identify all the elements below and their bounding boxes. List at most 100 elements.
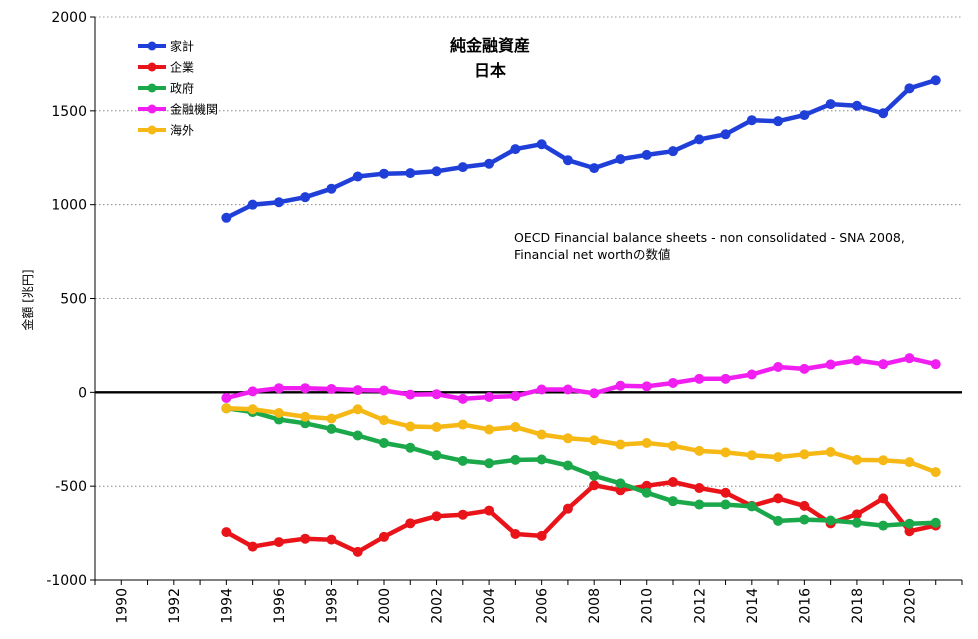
- data-point: [536, 454, 547, 465]
- data-point: [851, 355, 862, 366]
- data-point: [851, 100, 862, 111]
- data-point: [930, 467, 941, 478]
- legend-item: 家計: [138, 39, 194, 54]
- data-point: [457, 455, 468, 466]
- legend-item: 企業: [138, 60, 194, 75]
- y-tick-label: 500: [60, 292, 87, 308]
- legend-label: 家計: [170, 39, 194, 54]
- data-point: [668, 377, 678, 388]
- data-point: [641, 149, 652, 160]
- data-point: [484, 392, 495, 403]
- data-point: [326, 534, 337, 545]
- data-point: [851, 454, 862, 465]
- data-point: [562, 155, 573, 166]
- data-point: [300, 383, 311, 394]
- data-point: [825, 99, 836, 110]
- data-point: [510, 454, 521, 465]
- data-point: [668, 496, 678, 507]
- legend-swatch-marker: [147, 125, 157, 135]
- data-point: [457, 419, 468, 430]
- data-point: [930, 517, 941, 528]
- data-point: [799, 514, 810, 525]
- data-point: [615, 439, 626, 450]
- data-point: [825, 359, 836, 370]
- legend-swatch-marker: [147, 62, 157, 72]
- data-point: [746, 450, 757, 461]
- data-point: [562, 503, 573, 514]
- data-point: [720, 499, 731, 510]
- x-tick-label: 2018: [850, 588, 866, 624]
- data-point: [536, 139, 547, 150]
- x-tick-label: 1992: [167, 588, 183, 624]
- series-line: [226, 406, 936, 528]
- series-line: [225, 479, 937, 555]
- data-point: [615, 380, 626, 391]
- data-point: [668, 146, 678, 157]
- data-point: [247, 199, 258, 210]
- data-point: [694, 483, 705, 494]
- data-point: [273, 383, 284, 394]
- data-point: [405, 168, 416, 179]
- data-point: [510, 144, 521, 155]
- data-point: [799, 363, 810, 374]
- data-point: [300, 411, 311, 422]
- data-point: [379, 168, 389, 179]
- y-tick-label: 1000: [51, 198, 87, 214]
- data-point: [326, 423, 337, 434]
- data-point: [589, 470, 600, 481]
- data-point: [562, 384, 573, 395]
- x-tick-labels: 1990 1992 1994 1996 1998 2000 2002 2004 2006 2008…: [114, 588, 918, 624]
- chart-subtitle: 日本: [474, 61, 506, 80]
- data-point: [930, 75, 941, 86]
- data-point: [694, 134, 705, 145]
- x-tick-label: 1996: [272, 588, 288, 624]
- data-point: [510, 529, 521, 540]
- data-point: [352, 404, 363, 415]
- data-point: [562, 460, 573, 471]
- data-point: [536, 384, 547, 395]
- data-point: [510, 422, 521, 433]
- data-point: [431, 389, 442, 400]
- data-point: [457, 162, 468, 173]
- data-point: [484, 505, 495, 516]
- data-point: [510, 391, 521, 402]
- y-tick-label: -1000: [46, 573, 87, 589]
- legend-item: 政府: [138, 81, 194, 96]
- data-point: [431, 450, 442, 461]
- data-point: [431, 166, 442, 177]
- series-line: [226, 406, 937, 475]
- data-point: [379, 438, 389, 449]
- data-point: [379, 531, 389, 542]
- y-tick-label: -500: [55, 479, 87, 495]
- x-tick-label: 2010: [640, 588, 656, 624]
- data-point: [615, 478, 626, 489]
- data-point: [904, 518, 915, 529]
- data-point: [878, 359, 889, 370]
- data-point: [694, 373, 705, 384]
- legend-label: 海外: [170, 123, 194, 138]
- data-point: [536, 429, 547, 440]
- data-point: [379, 415, 389, 426]
- data-point: [930, 359, 941, 370]
- legend-label: 金融機関: [170, 102, 218, 117]
- x-tick-label: 2014: [745, 588, 761, 624]
- data-point: [641, 381, 652, 392]
- legend-item: 海外: [138, 123, 194, 138]
- data-point: [641, 487, 652, 498]
- data-point: [694, 499, 705, 510]
- data-point: [431, 511, 442, 522]
- data-point: [878, 520, 889, 531]
- data-point: [799, 110, 810, 121]
- data-point: [405, 389, 416, 400]
- data-point: [825, 515, 836, 526]
- data-point: [668, 477, 678, 488]
- series-lines: [221, 75, 941, 557]
- legend-label: 企業: [170, 60, 194, 75]
- legend-swatch-marker: [147, 83, 157, 93]
- data-point: [326, 183, 337, 194]
- data-point: [746, 369, 757, 380]
- data-point: [615, 485, 626, 496]
- data-point: [773, 116, 784, 127]
- source-note-line-2: Financial net worthの数値: [514, 247, 671, 262]
